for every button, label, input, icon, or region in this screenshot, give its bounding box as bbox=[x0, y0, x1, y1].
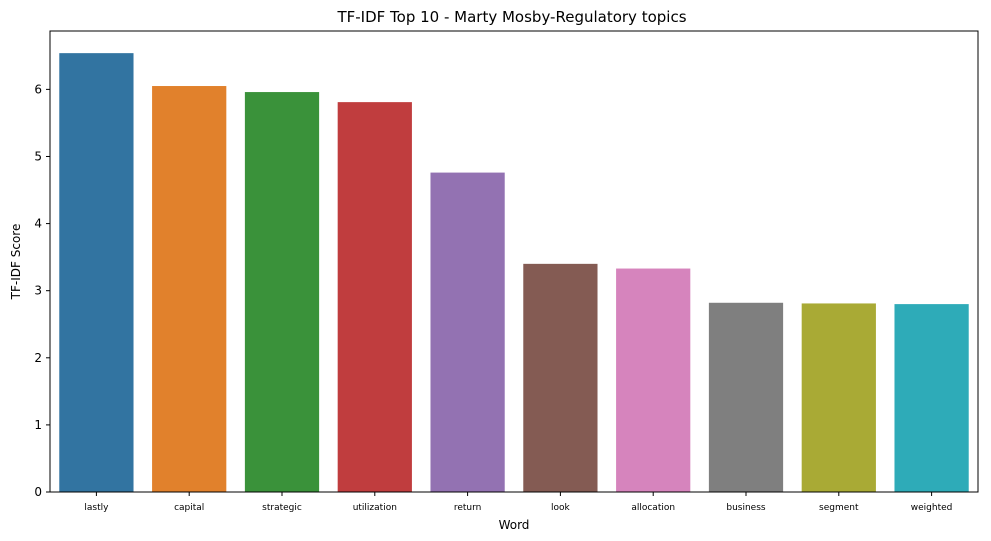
bar-segment bbox=[801, 303, 876, 492]
x-tick-label: utilization bbox=[353, 503, 397, 513]
bar-business bbox=[708, 302, 784, 492]
x-axis-label: Word bbox=[499, 518, 530, 532]
x-tick-label: strategic bbox=[262, 503, 302, 513]
y-tick-label: 0 bbox=[34, 485, 42, 499]
bar-utilization bbox=[337, 102, 412, 492]
x-tick-label: weighted bbox=[911, 503, 953, 513]
y-tick-label: 1 bbox=[34, 418, 42, 432]
x-tick-label: return bbox=[454, 503, 482, 513]
y-axis: 0 1 2 3 4 5 6 bbox=[34, 82, 50, 499]
plot-frame bbox=[49, 30, 979, 493]
x-tick-label: segment bbox=[819, 503, 859, 513]
bar-capital bbox=[152, 86, 227, 492]
x-tick-label: look bbox=[551, 503, 571, 513]
y-tick-label: 2 bbox=[34, 351, 42, 365]
x-axis: lastly capital strategic utilization return l… bbox=[84, 492, 952, 513]
x-tick-label: allocation bbox=[631, 503, 675, 513]
x-tick-label: capital bbox=[174, 503, 204, 513]
y-tick-label: 5 bbox=[34, 149, 42, 163]
x-tick-label: lastly bbox=[84, 503, 109, 513]
y-tick-label: 6 bbox=[34, 82, 42, 96]
bar-strategic bbox=[244, 92, 320, 492]
y-tick-label: 3 bbox=[34, 284, 42, 298]
bar-allocation bbox=[616, 268, 691, 492]
bar-weighted bbox=[894, 304, 969, 492]
y-axis-label: TF-IDF Score bbox=[9, 224, 23, 301]
x-tick-label: business bbox=[726, 503, 766, 513]
bar-return bbox=[430, 172, 505, 492]
bar-lastly bbox=[59, 53, 134, 492]
bar-look bbox=[523, 263, 598, 492]
bars-layer bbox=[59, 53, 969, 492]
y-tick-label: 4 bbox=[34, 217, 42, 231]
chart-title: TF-IDF Top 10 - Marty Mosby-Regulatory t… bbox=[336, 8, 686, 26]
